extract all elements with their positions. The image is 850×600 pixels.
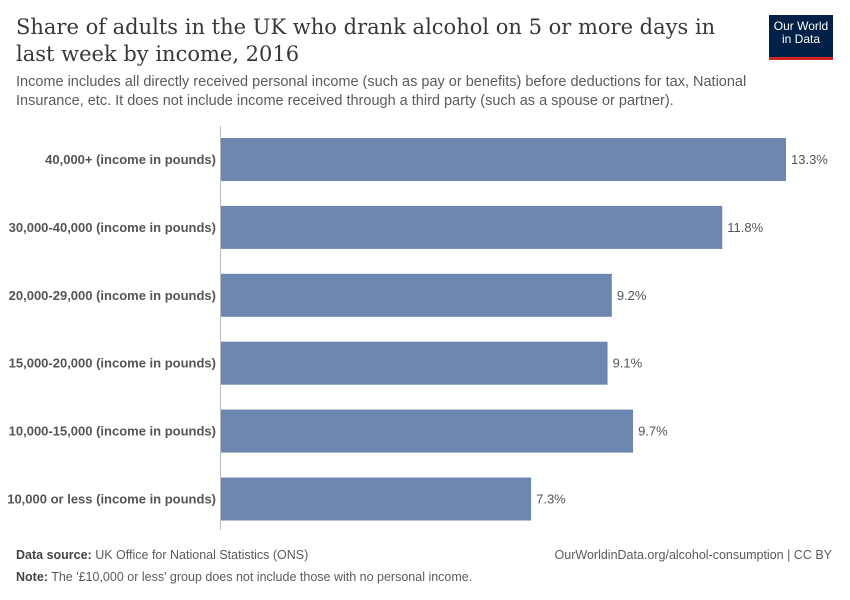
category-label: 30,000-40,000 (income in pounds) <box>9 220 216 235</box>
category-label: 40,000+ (income in pounds) <box>45 152 216 167</box>
value-label: 13.3% <box>791 152 828 167</box>
chart-title: Share of adults in the UK who drank alco… <box>16 15 716 66</box>
category-label: 10,000 or less (income in pounds) <box>7 492 216 507</box>
source-url[interactable]: OurWorldinData.org/alcohol-consumption |… <box>554 548 832 562</box>
note-text: The '£10,000 or less' group does not inc… <box>51 570 473 584</box>
bar[interactable] <box>221 409 634 453</box>
logo-line1: Our World <box>773 19 829 33</box>
category-label: 15,000-20,000 (income in pounds) <box>9 356 216 371</box>
category-label: 20,000-29,000 (income in pounds) <box>9 288 216 303</box>
bar[interactable] <box>221 138 786 181</box>
source-text: UK Office for National Statistics (ONS) <box>95 548 309 562</box>
bar[interactable] <box>221 477 532 521</box>
category-label: 10,000-15,000 (income in pounds) <box>9 424 216 439</box>
value-label: 11.8% <box>727 220 763 235</box>
value-label: 9.1% <box>613 356 643 371</box>
owid-logo[interactable]: Our World in Data <box>769 15 833 60</box>
bar[interactable] <box>221 341 608 385</box>
value-label: 9.2% <box>617 288 647 303</box>
note-label: Note: <box>16 570 48 584</box>
chart-subtitle: Income includes all directly received pe… <box>16 74 747 109</box>
value-label: 9.7% <box>638 424 668 439</box>
chart-note: Note: The '£10,000 or less' group does n… <box>16 570 472 584</box>
bar[interactable] <box>221 273 612 317</box>
value-label: 7.3% <box>536 492 566 507</box>
source-label: Data source: <box>16 548 92 562</box>
bar[interactable] <box>221 205 723 249</box>
data-source: Data source: UK Office for National Stat… <box>16 548 308 562</box>
logo-line2: in Data <box>781 32 821 46</box>
